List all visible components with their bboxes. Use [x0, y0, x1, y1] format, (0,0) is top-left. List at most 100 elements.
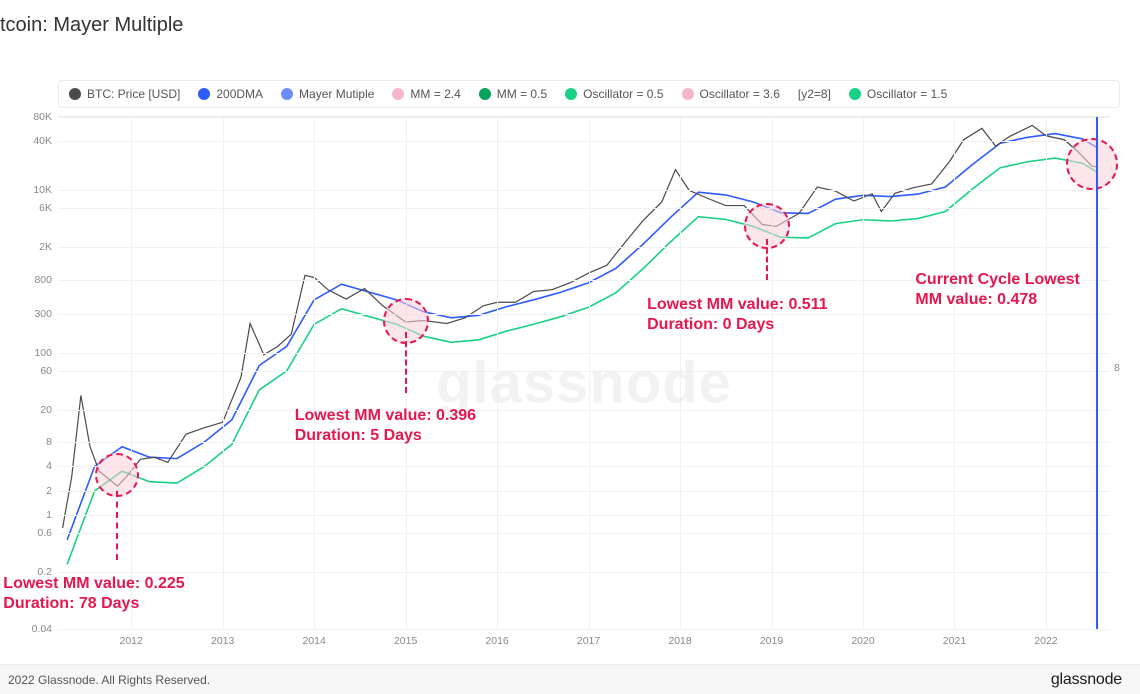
legend-swatch	[69, 88, 81, 100]
y-tick-label: 20	[10, 404, 52, 416]
plot-area: glassnode 0.040.20.6124820601003008002K6…	[58, 116, 1110, 630]
annotation-dash	[116, 491, 118, 560]
x-tick-label: 2014	[302, 635, 325, 647]
x-tick-label: 2015	[394, 635, 417, 647]
y-tick-label: 100	[10, 347, 52, 359]
legend: BTC: Price [USD] 200DMA Mayer Mutiple MM = …	[58, 80, 1120, 108]
y-tick-label: 800	[10, 274, 52, 286]
legend-swatch	[392, 88, 404, 100]
legend-label: [y2=8]	[798, 87, 831, 101]
legend-item: Mayer Mutiple	[281, 87, 374, 101]
legend-label: MM = 0.5	[497, 87, 547, 101]
vgrid	[680, 117, 681, 629]
y-tick-label: 300	[10, 308, 52, 320]
series-200dma	[67, 134, 1096, 540]
x-tick-label: 2021	[943, 635, 966, 647]
y-tick-label: 2	[10, 485, 52, 497]
legend-swatch	[565, 88, 577, 100]
gridline	[58, 190, 1110, 191]
chart-svg	[58, 117, 1110, 629]
x-tick-label: 2017	[577, 635, 600, 647]
brand-logo: glassnode	[1051, 671, 1122, 689]
legend-item: BTC: Price [USD]	[69, 87, 180, 101]
x-tick-label: 2013	[211, 635, 234, 647]
legend-item: Oscillator = 3.6	[682, 87, 780, 101]
copyright-text: 2022 Glassnode. All Rights Reserved.	[8, 673, 210, 687]
gridline	[58, 442, 1110, 443]
annotation-circle	[1066, 138, 1118, 190]
legend-label: 200DMA	[216, 87, 263, 101]
x-tick-label: 2019	[760, 635, 783, 647]
current-vline	[1096, 117, 1098, 629]
vgrid	[954, 117, 955, 629]
legend-swatch	[281, 88, 293, 100]
vgrid	[131, 117, 132, 629]
annotation-label: Lowest MM value: 0.225Duration: 78 Days	[3, 574, 184, 614]
legend-item: MM = 0.5	[479, 87, 547, 101]
annotation-label: Current Cycle LowestMM value: 0.478	[915, 270, 1079, 310]
y-tick-label: 0.6	[10, 527, 52, 539]
gridline	[58, 208, 1110, 209]
gridline	[58, 141, 1110, 142]
gridline	[58, 353, 1110, 354]
legend-item: Oscillator = 0.5	[565, 87, 663, 101]
gridline	[58, 491, 1110, 492]
vgrid	[863, 117, 864, 629]
legend-label: Oscillator = 0.5	[583, 87, 663, 101]
legend-swatch	[849, 88, 861, 100]
gridline	[58, 314, 1110, 315]
y2-tick-label: 8	[1114, 362, 1130, 374]
y-tick-label: 2K	[10, 241, 52, 253]
vgrid	[589, 117, 590, 629]
legend-swatch	[479, 88, 491, 100]
legend-item: [y2=8]	[798, 87, 831, 101]
vgrid	[223, 117, 224, 629]
legend-label: Oscillator = 3.6	[700, 87, 780, 101]
annotation-label: Lowest MM value: 0.396Duration: 5 Days	[295, 406, 476, 446]
vgrid	[772, 117, 773, 629]
annotation-circle	[95, 453, 139, 497]
x-tick-label: 2018	[668, 635, 691, 647]
chart-title: tcoin: Mayer Multiple	[0, 0, 1140, 37]
gridline	[58, 572, 1110, 573]
y-tick-label: 10K	[10, 184, 52, 196]
vgrid	[497, 117, 498, 629]
legend-item: Oscillator = 1.5	[849, 87, 947, 101]
gridline	[58, 371, 1110, 372]
footer: 2022 Glassnode. All Rights Reserved. gla…	[0, 664, 1140, 694]
x-tick-label: 2016	[485, 635, 508, 647]
legend-label: BTC: Price [USD]	[87, 87, 180, 101]
annotation-label: Lowest MM value: 0.511Duration: 0 Days	[647, 295, 828, 335]
gridline	[58, 410, 1110, 411]
legend-label: MM = 2.4	[410, 87, 460, 101]
chart-container: BTC: Price [USD] 200DMA Mayer Mutiple MM = …	[0, 60, 1140, 660]
gridline	[58, 629, 1110, 630]
gridline	[58, 247, 1110, 248]
annotation-circle	[383, 298, 429, 344]
gridline	[58, 117, 1110, 118]
legend-swatch	[198, 88, 210, 100]
series-oscillator-0p5	[67, 158, 1096, 564]
y-tick-label: 0.04	[10, 623, 52, 635]
y-tick-label: 60	[10, 365, 52, 377]
y-tick-label: 40K	[10, 135, 52, 147]
x-tick-label: 2022	[1034, 635, 1057, 647]
x-tick-label: 2012	[119, 635, 142, 647]
annotation-circle	[744, 203, 790, 249]
gridline	[58, 533, 1110, 534]
series-price	[63, 125, 1097, 528]
y-tick-label: 8	[10, 436, 52, 448]
x-tick-label: 2020	[851, 635, 874, 647]
legend-label: Mayer Mutiple	[299, 87, 374, 101]
vgrid	[314, 117, 315, 629]
y-tick-label: 1	[10, 509, 52, 521]
legend-label: Oscillator = 1.5	[867, 87, 947, 101]
y-tick-label: 6K	[10, 202, 52, 214]
legend-item: 200DMA	[198, 87, 263, 101]
y-tick-label: 4	[10, 460, 52, 472]
legend-swatch	[682, 88, 694, 100]
gridline	[58, 515, 1110, 516]
vgrid	[1046, 117, 1047, 629]
y-tick-label: 80K	[10, 111, 52, 123]
legend-item: MM = 2.4	[392, 87, 460, 101]
